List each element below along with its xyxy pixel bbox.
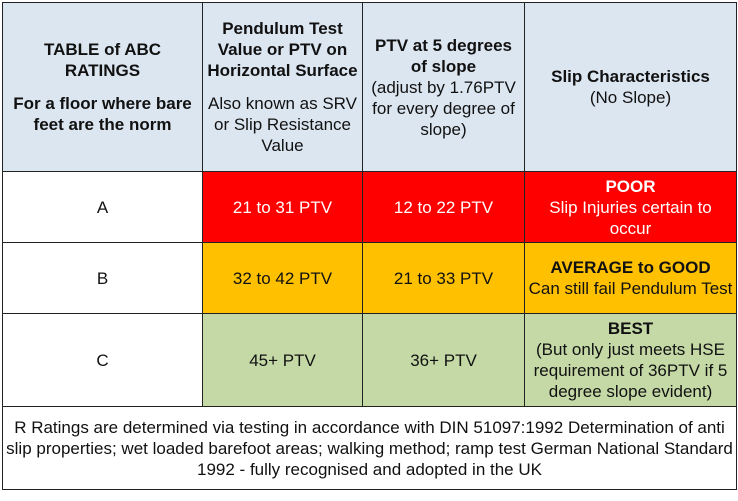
footer-note: R Ratings are determined via testing in …	[2, 406, 737, 490]
table-header-row: TABLE of ABC RATINGS For a floor where b…	[2, 2, 737, 172]
slip-desc: Slip Injuries certain to occur	[549, 197, 712, 238]
abc-ratings-table: TABLE of ABC RATINGS For a floor where b…	[2, 2, 737, 490]
rating-cell: A	[2, 171, 203, 243]
header-ptv5-note: (adjust by 1.76PTV for every degree of s…	[371, 77, 516, 139]
header-ratings-title: TABLE of ABC RATINGS	[43, 40, 162, 80]
slip-cell: AVERAGE to GOOD Can still fail Pendulum …	[524, 242, 737, 314]
header-ratings-cell: TABLE of ABC RATINGS For a floor where b…	[2, 2, 203, 172]
slip-desc: Can still fail Pendulum Test	[528, 279, 733, 298]
header-slip-cell: Slip Characteristics (No Slope)	[524, 2, 737, 172]
ptv-cell: 21 to 31 PTV	[202, 171, 363, 243]
slip-cell: POOR Slip Injuries certain to occur	[524, 171, 737, 243]
slip-desc: (But only just meets HSE requirement of …	[533, 340, 728, 401]
header-ratings-subtitle: For a floor where bare feet are the norm	[13, 94, 192, 134]
ptv5-cell: 21 to 33 PTV	[362, 242, 525, 314]
header-slip-note: (No Slope)	[589, 88, 672, 107]
slip-title: AVERAGE to GOOD	[550, 258, 711, 277]
rating-cell: B	[2, 242, 203, 314]
footer-row: R Ratings are determined via testing in …	[2, 406, 737, 490]
ptv-cell: 45+ PTV	[202, 313, 363, 407]
slip-title: POOR	[605, 176, 656, 196]
header-ptv5-cell: PTV at 5 degrees of slope (adjust by 1.7…	[362, 2, 525, 172]
header-slip-title: Slip Characteristics	[551, 67, 710, 86]
header-ptv5-title: PTV at 5 degrees of slope	[374, 35, 512, 76]
ptv-cell: 32 to 42 PTV	[202, 242, 363, 314]
table-row: C 45+ PTV 36+ PTV BEST (But only just me…	[2, 313, 737, 407]
header-ptv-note: Also known as SRV or Slip Resistance Val…	[208, 94, 357, 155]
table-row: A 21 to 31 PTV 12 to 22 PTV POOR Slip In…	[2, 171, 737, 243]
slip-cell: BEST (But only just meets HSE requiremen…	[524, 313, 737, 407]
header-ptv-cell: Pendulum Test Value or PTV on Horizontal…	[202, 2, 363, 172]
ptv5-cell: 36+ PTV	[362, 313, 525, 407]
rating-cell: C	[2, 313, 203, 407]
header-ptv-title: Pendulum Test Value or PTV on Horizontal…	[207, 19, 358, 80]
ptv5-cell: 12 to 22 PTV	[362, 171, 525, 243]
slip-title: BEST	[607, 319, 654, 338]
table-row: B 32 to 42 PTV 21 to 33 PTV AVERAGE to G…	[2, 242, 737, 314]
